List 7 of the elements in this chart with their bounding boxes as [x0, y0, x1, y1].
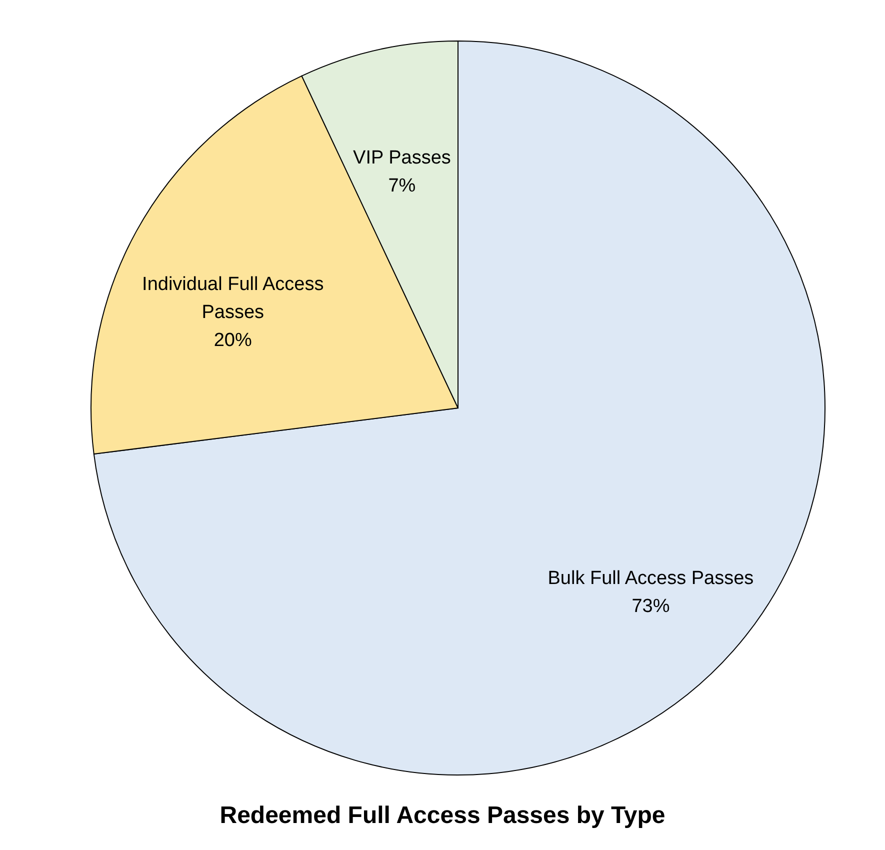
- data-label: 73%: [632, 596, 670, 617]
- slice-label: Bulk Full Access Passes: [548, 568, 754, 589]
- text: Redeemed Full Access Passes by Type: [220, 802, 666, 829]
- slice-label: VIP Passes: [353, 147, 451, 168]
- slice-label: Individual Full Access Passes: [142, 274, 324, 324]
- data-label: 7%: [388, 175, 416, 196]
- data-label: 20%: [214, 330, 252, 352]
